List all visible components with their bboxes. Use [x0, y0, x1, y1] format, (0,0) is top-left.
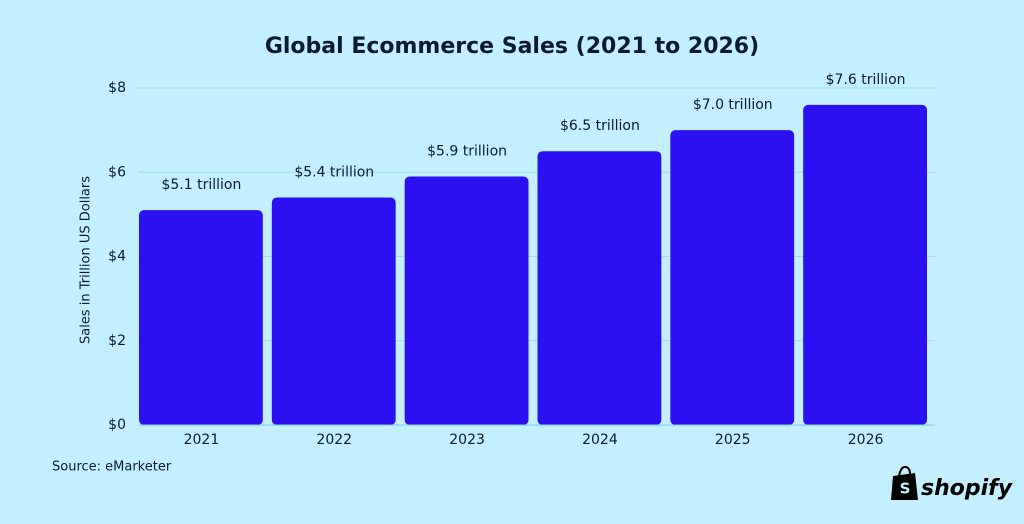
y-axis-title: Sales in Trillion US Dollars — [79, 176, 94, 344]
y-tick-label: $8 — [108, 80, 126, 96]
bar — [271, 197, 396, 425]
x-tick-label: 2026 — [848, 432, 884, 448]
brand-logo: S shopify — [891, 465, 1014, 501]
y-tick-label: $0 — [108, 417, 126, 433]
logo-handle — [898, 465, 911, 477]
bar — [803, 104, 927, 425]
brand-name: shopify — [921, 476, 1014, 501]
y-tick-label: $6 — [108, 164, 126, 180]
y-tick-label: $4 — [108, 249, 126, 265]
value-label: $7.6 trillion — [826, 72, 906, 88]
source-note: Source: eMarketer — [52, 460, 172, 475]
x-tick-label: 2025 — [715, 432, 751, 448]
bar — [404, 176, 529, 425]
logo-bag — [891, 473, 918, 500]
bar — [537, 151, 662, 425]
x-tick-label: 2021 — [184, 432, 220, 448]
y-tick-label: $2 — [108, 333, 126, 349]
x-tick-label: 2024 — [582, 432, 618, 448]
value-label: $6.5 trillion — [560, 118, 640, 134]
value-label: $7.0 trillion — [693, 97, 773, 113]
chart-title: Global Ecommerce Sales (2021 to 2026) — [265, 34, 759, 59]
bar — [670, 130, 795, 425]
value-label: $5.1 trillion — [161, 177, 241, 193]
plot-area: $0 $2 $4 $6 $8 2021 $5.1 trillion 2022 $5.4 tril… — [108, 72, 935, 448]
value-label: $5.9 trillion — [427, 143, 507, 159]
value-label: $5.4 trillion — [294, 165, 374, 181]
logo-s: S — [900, 480, 911, 498]
x-tick-label: 2022 — [316, 432, 352, 448]
x-tick-label: 2023 — [449, 432, 485, 448]
bar — [139, 210, 263, 425]
